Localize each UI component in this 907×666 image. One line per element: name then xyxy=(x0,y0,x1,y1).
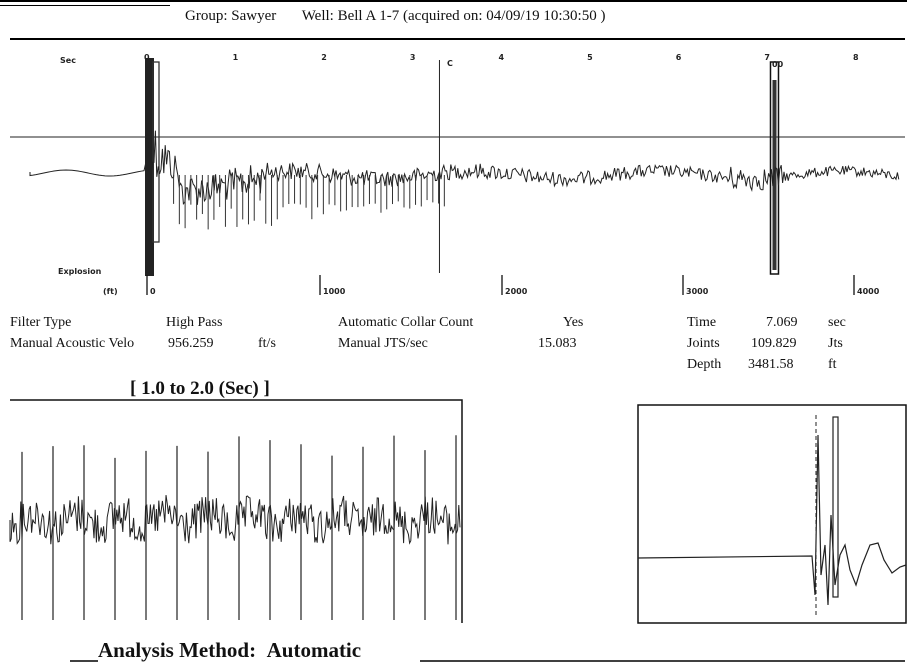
velocity-value: 956.259 xyxy=(168,336,214,351)
time-tick-label: 8 xyxy=(853,53,859,62)
time-tick-label: 5 xyxy=(587,53,593,62)
main-acoustic-trace-chart[interactable] xyxy=(0,40,907,340)
collar-frame xyxy=(637,404,907,624)
time-unit: sec xyxy=(828,315,846,330)
end-marker-box xyxy=(769,61,780,275)
depth-label: Depth xyxy=(687,357,722,372)
zoom-window-chart[interactable] xyxy=(0,395,463,625)
collar-count-label: Automatic Collar Count xyxy=(338,315,474,330)
top-border xyxy=(0,0,907,2)
time-tick-label: 0 xyxy=(144,53,150,62)
zoom-trace-group xyxy=(9,399,463,623)
cursor-label: C xyxy=(447,59,453,68)
header-divider xyxy=(10,38,905,40)
time-tick-label: 2 xyxy=(321,53,327,62)
jts-per-sec-label: Manual JTS/sec xyxy=(338,336,428,351)
joints-unit: Jts xyxy=(828,336,843,351)
end-marker-label: 00 xyxy=(772,60,784,69)
group-label: Group: Sawyer xyxy=(185,8,277,24)
jts-per-sec-value: 15.083 xyxy=(538,336,577,351)
collar-marker-right xyxy=(832,416,839,598)
time-tick-label: 3 xyxy=(409,53,416,62)
filter-type-value: High Pass xyxy=(166,315,223,330)
time-label: Time xyxy=(687,315,717,330)
joints-value: 109.829 xyxy=(751,336,797,351)
analysis-method-value: Automatic xyxy=(266,638,362,662)
zoom-frame xyxy=(10,399,463,623)
explosion-bar xyxy=(145,58,154,276)
analysis-method: Analysis Method: Automatic xyxy=(98,638,361,663)
analysis-method-label: Analysis Method: xyxy=(98,638,257,662)
depth-tick-label: 3000 xyxy=(686,287,709,296)
depth-tick-label: 2000 xyxy=(505,287,528,296)
main-trace-group xyxy=(10,58,905,295)
collar-count-value: Yes xyxy=(563,315,584,330)
depth-unit: ft xyxy=(828,357,837,372)
time-tick-label: 1 xyxy=(232,53,239,62)
explosion-bar-outline xyxy=(152,61,160,243)
velocity-label: Manual Acoustic Velo xyxy=(10,336,135,351)
depth-tick-label: 0 xyxy=(150,287,156,296)
page-header: Group: Sawyer Well: Bell A 1-7 (acquired… xyxy=(185,8,627,25)
top-border-fragment xyxy=(0,5,170,6)
collar-trace-group xyxy=(637,404,907,624)
time-value: 7.069 xyxy=(766,315,798,330)
end-marker-fill xyxy=(772,80,777,270)
time-tick-label: 6 xyxy=(675,53,682,62)
zoom-trace-line xyxy=(9,495,461,545)
collar-trace-line xyxy=(637,434,907,606)
well-label: Well: Bell A 1-7 (acquired on: 04/09/19 … xyxy=(301,8,606,24)
explosion-label: Explosion xyxy=(58,267,102,276)
velocity-unit: ft/s xyxy=(258,336,276,351)
time-axis-label: Sec xyxy=(60,56,76,65)
filter-type-label: Filter Type xyxy=(10,315,72,330)
depth-value: 3481.58 xyxy=(748,357,794,372)
depth-tick-label: 1000 xyxy=(323,287,346,296)
collar-detail-chart[interactable] xyxy=(630,395,907,625)
joints-label: Joints xyxy=(687,336,720,351)
time-tick-label: 4 xyxy=(498,53,505,62)
depth-axis-label: (ft) xyxy=(103,287,118,296)
main-trace-line xyxy=(29,130,900,206)
depth-tick-label: 4000 xyxy=(857,287,880,296)
zoom-window-title: [ 1.0 to 2.0 (Sec) ] xyxy=(130,378,270,399)
time-tick-label: 7 xyxy=(764,53,770,62)
